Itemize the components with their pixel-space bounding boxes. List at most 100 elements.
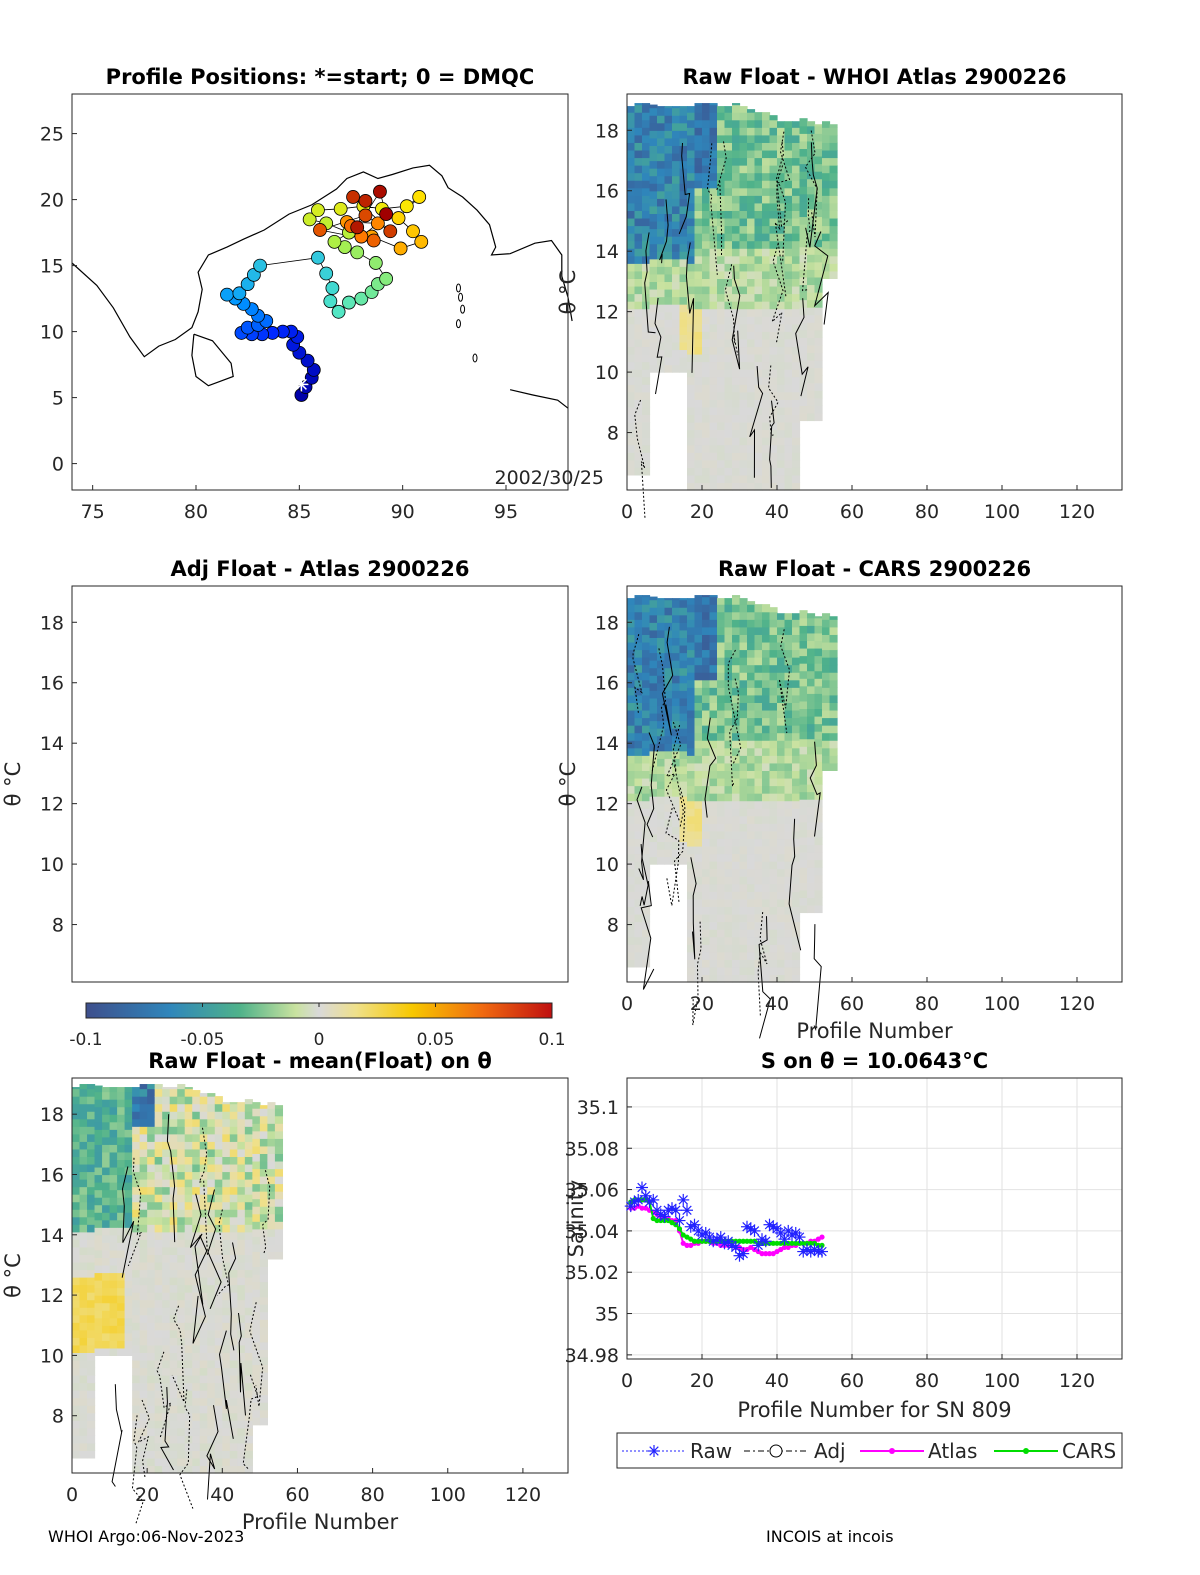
raw_mean-cell xyxy=(162,1299,171,1308)
raw_cars-contours xyxy=(632,626,822,1039)
raw_mean-cell xyxy=(147,1299,156,1308)
raw_atlas-cell xyxy=(814,208,823,218)
raw_atlas-cell xyxy=(777,127,786,136)
raw_cars-cell xyxy=(769,634,778,643)
raw_mean-xtick-label: 100 xyxy=(430,1484,466,1506)
raw_atlas-cell xyxy=(687,293,696,302)
raw_mean-cell xyxy=(274,1123,284,1132)
raw_cars-cell xyxy=(634,913,643,923)
raw_atlas-cell xyxy=(702,414,711,423)
raw_mean-cell xyxy=(132,1201,141,1210)
raw_atlas-cell xyxy=(822,149,831,159)
raw_cars-cell xyxy=(679,697,688,707)
raw_cars-cell xyxy=(724,777,733,787)
raw_mean-cell xyxy=(124,1234,133,1243)
raw_mean-cell xyxy=(79,1148,88,1157)
raw_mean-cell xyxy=(259,1105,268,1109)
raw_atlas-cell xyxy=(747,474,756,484)
raw_atlas-cell xyxy=(739,467,748,476)
raw_atlas-cell xyxy=(799,125,808,134)
raw_atlas-cell xyxy=(762,180,771,189)
raw_mean-cell xyxy=(237,1126,246,1135)
raw_mean-cell xyxy=(132,1096,141,1105)
raw_mean-cell xyxy=(229,1163,238,1173)
raw_mean-cell xyxy=(162,1337,171,1346)
raw_atlas-cell xyxy=(717,391,726,400)
raw_mean-cell xyxy=(267,1123,276,1132)
raw_cars-cell xyxy=(717,702,726,711)
raw_cars-cell xyxy=(762,793,771,802)
salinity-cars-point xyxy=(793,1240,799,1246)
raw_atlas-cell xyxy=(792,121,801,128)
raw_mean-cell xyxy=(199,1269,208,1278)
raw_cars-cell xyxy=(709,762,718,771)
raw_cars-cell xyxy=(777,785,786,794)
raw_cars-cell xyxy=(724,913,733,923)
raw_cars-cell xyxy=(634,815,643,824)
raw_atlas-cell xyxy=(814,254,823,263)
raw_cars-cell xyxy=(784,619,793,628)
raw_mean-cell xyxy=(72,1307,81,1316)
raw_mean-cell xyxy=(154,1359,163,1369)
raw_atlas-cell xyxy=(687,210,696,219)
raw_cars-cell xyxy=(739,755,748,764)
raw_mean-cell xyxy=(192,1442,201,1451)
raw_cars-cell xyxy=(777,868,786,877)
raw_mean-cell xyxy=(237,1405,246,1414)
adj_atlas-ytick-label: 16 xyxy=(40,673,64,695)
raw_mean-cell xyxy=(199,1246,208,1255)
raw_atlas-cell xyxy=(822,187,831,196)
raw_mean-cell xyxy=(139,1435,148,1444)
raw_atlas-cell xyxy=(814,148,823,157)
raw_cars-cell xyxy=(769,679,778,688)
raw_mean-cell xyxy=(72,1314,81,1323)
raw_atlas-cell xyxy=(762,331,771,340)
raw_mean-cell xyxy=(124,1197,133,1206)
raw_cars-cell xyxy=(717,838,726,847)
raw_atlas-cell xyxy=(807,269,816,278)
raw_cars-cell xyxy=(792,974,801,983)
raw_atlas-cell xyxy=(822,195,831,204)
raw_cars-cell xyxy=(664,598,673,601)
raw_atlas-cell xyxy=(739,414,748,423)
raw_atlas-cell xyxy=(687,255,696,264)
raw_mean-cell xyxy=(72,1133,81,1142)
raw_atlas-cell xyxy=(687,421,696,431)
raw_mean-cell xyxy=(244,1254,253,1263)
raw_mean-cell xyxy=(199,1148,208,1157)
raw_cars-cell xyxy=(769,709,778,719)
raw_mean-cell xyxy=(177,1269,186,1278)
raw_atlas-cell xyxy=(747,285,756,295)
raw_atlas-cell xyxy=(769,331,778,340)
raw_mean-cell xyxy=(87,1390,96,1399)
raw_atlas-cell xyxy=(747,165,756,174)
raw_cars-cell xyxy=(814,700,823,710)
raw_atlas-cell xyxy=(702,240,711,249)
raw_mean-cell xyxy=(222,1239,231,1248)
raw_cars-cell xyxy=(822,613,831,620)
raw_atlas-cell xyxy=(807,344,816,354)
raw_cars-cell xyxy=(724,785,733,794)
raw_atlas-contour-line xyxy=(678,142,691,235)
raw_atlas-cell xyxy=(739,308,748,317)
raw_mean-cell xyxy=(192,1209,201,1218)
raw_mean-cell xyxy=(147,1141,156,1150)
raw_cars-cell xyxy=(739,845,748,855)
raw_mean-cell xyxy=(199,1216,208,1225)
raw_mean-cell xyxy=(207,1405,216,1414)
raw_mean-cell xyxy=(154,1126,163,1135)
raw_mean-cell xyxy=(229,1141,238,1150)
raw_cars-cell xyxy=(634,951,643,960)
raw_mean-cell xyxy=(162,1186,171,1195)
raw_cars-cell xyxy=(829,664,838,673)
raw_atlas-cell xyxy=(769,285,778,295)
raw_cars-cell xyxy=(739,876,748,885)
raw_cars-cell xyxy=(777,687,786,696)
raw_mean-cell xyxy=(117,1340,126,1349)
raw_atlas-cell xyxy=(777,452,786,461)
raw_mean-cell xyxy=(79,1111,88,1120)
raw_cars-ytick-label: 10 xyxy=(595,854,619,876)
raw_mean-cell xyxy=(192,1231,201,1240)
raw_cars-cell xyxy=(709,966,718,976)
raw_cars-cell xyxy=(769,607,778,613)
